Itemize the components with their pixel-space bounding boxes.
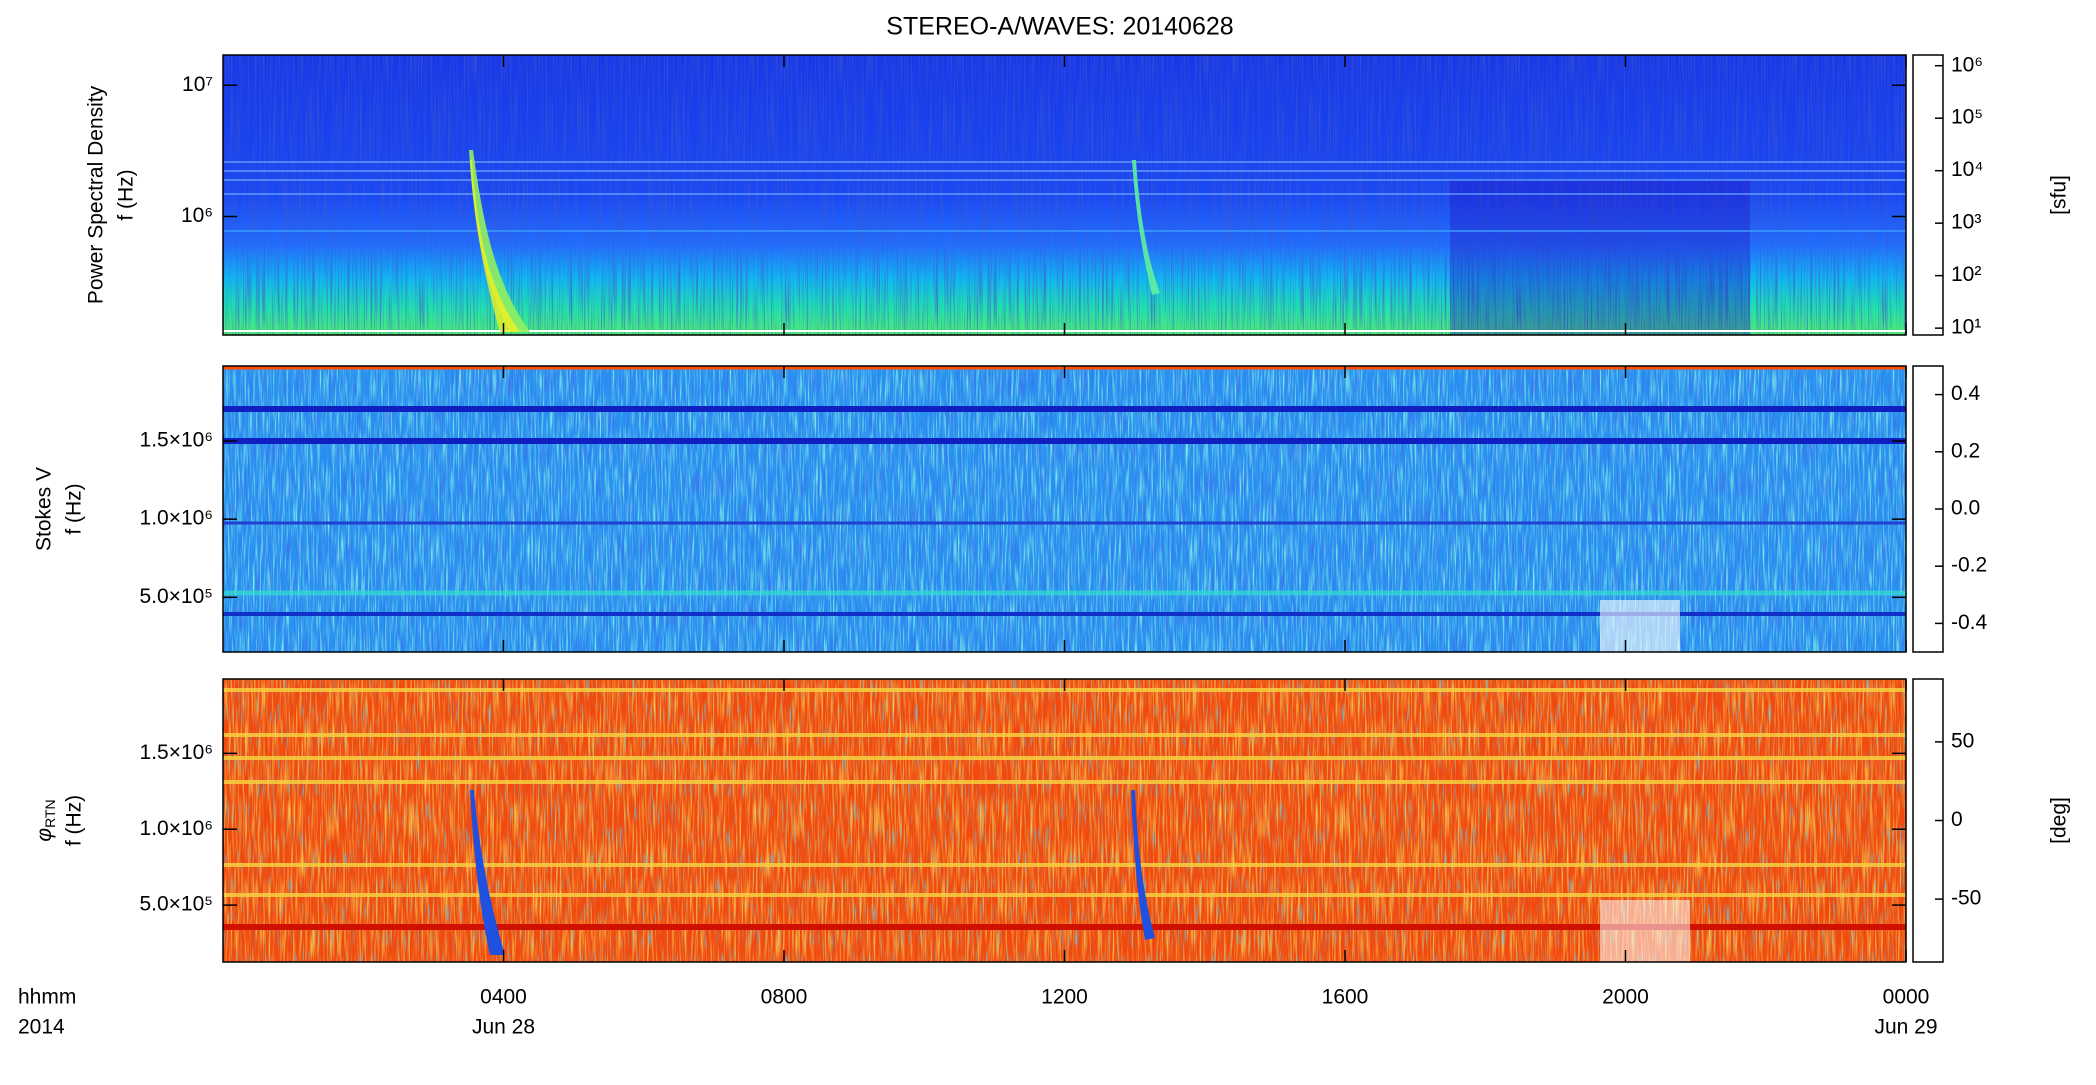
y-label-symbol: φ	[33, 828, 56, 842]
x-tick-label: 1200	[1041, 986, 1088, 1009]
colorbar-tick-label: 0	[1951, 808, 1963, 831]
y-tick-label: 1.5×10⁶	[140, 741, 213, 764]
x-tick-label: 0400	[480, 986, 527, 1009]
colorbar-tick-label: 0.4	[1951, 382, 1981, 405]
y-axis-label: f (Hz)	[63, 795, 86, 846]
colorbar-label: [sfu]	[2048, 175, 2071, 215]
x-tick-label: 0800	[761, 986, 808, 1009]
colorbar-label: [deg]	[2048, 797, 2071, 844]
y-tick-label: 10⁶	[181, 204, 213, 227]
spectrogram-stokes	[223, 366, 1906, 652]
colorbar-tick-label: 10⁴	[1951, 158, 1983, 181]
y-tick-label: 1.5×10⁶	[140, 429, 213, 452]
colorbar-tick-label: -50	[1951, 887, 1981, 910]
date-label: Jun 29	[1874, 1016, 1937, 1039]
y-axis-label: Power Spectral Density	[85, 85, 108, 304]
y-tick-label: 1.0×10⁶	[140, 817, 213, 840]
y-axis-label: f (Hz)	[115, 169, 138, 220]
spectrogram-phi	[223, 679, 1906, 962]
colorbar-tick-label: -0.4	[1951, 611, 1988, 634]
colorbar-tick-label: 10³	[1951, 211, 1981, 234]
colorbar-tick-label: -0.2	[1951, 554, 1987, 577]
y-axis-label: Stokes V	[33, 467, 56, 551]
x-axis-label: 2014	[18, 1016, 65, 1039]
colorbar-tick-label: 0.0	[1951, 497, 1980, 520]
y-tick-label: 1.0×10⁶	[140, 507, 213, 530]
x-tick-label: 2000	[1602, 986, 1649, 1009]
colorbar-tick-label: 50	[1951, 729, 1974, 752]
x-tick-label: 0000	[1883, 986, 1930, 1009]
y-tick-label: 5.0×10⁵	[139, 585, 213, 608]
colorbar-tick-label: 10¹	[1951, 316, 1981, 339]
chart-title: STEREO-A/WAVES: 20140628	[886, 13, 1233, 41]
colorbar-tick-label: 0.2	[1951, 439, 1980, 462]
y-label-subscript: RTN	[42, 799, 58, 828]
y-axis-label: φRTN	[33, 799, 58, 841]
colorbar-tick-label: 10²	[1951, 263, 1981, 286]
date-label: Jun 28	[472, 1016, 535, 1039]
spectrogram-psd	[223, 55, 1906, 335]
colorbar	[1912, 54, 1944, 336]
x-tick-label: 1600	[1322, 986, 1369, 1009]
colorbar-tick-label: 10⁵	[1951, 106, 1983, 129]
y-axis-label: f (Hz)	[63, 483, 86, 534]
colorbar-tick-label: 10⁶	[1951, 53, 1983, 76]
x-axis-label: hhmm	[18, 986, 76, 1009]
y-tick-label: 10⁷	[182, 73, 213, 96]
y-tick-label: 5.0×10⁵	[139, 893, 213, 916]
